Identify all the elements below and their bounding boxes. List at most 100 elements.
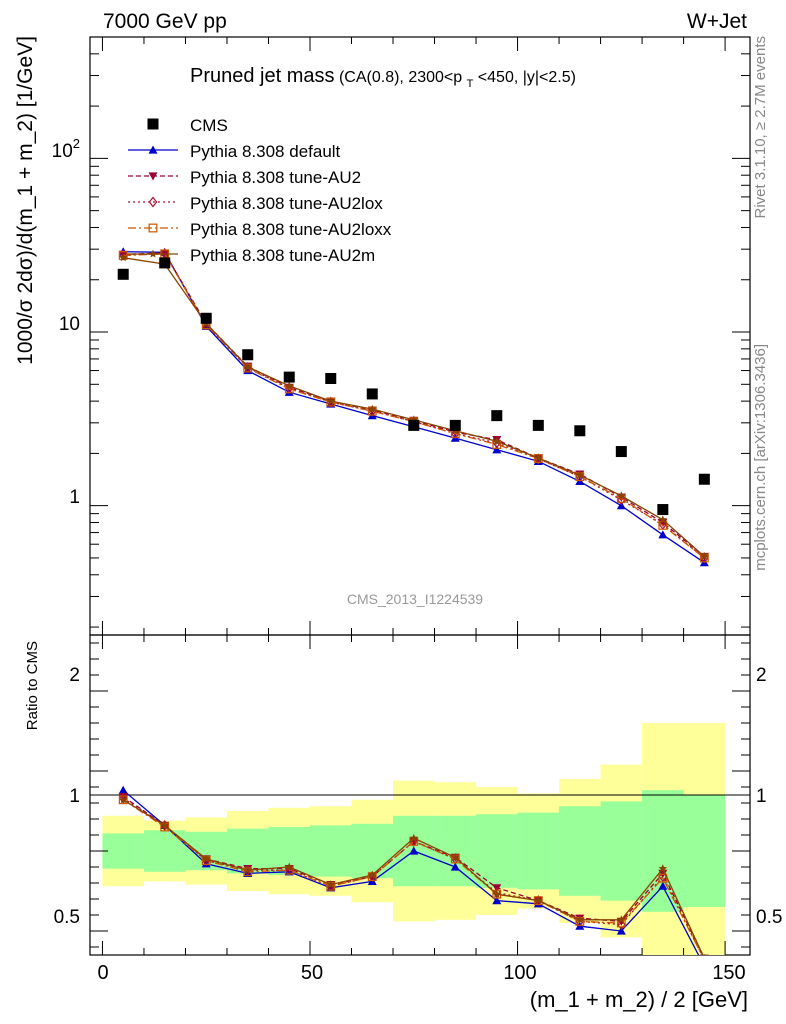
plot-title: Pruned jet mass (CA(0.8), 2300<p T <450,…: [190, 65, 576, 91]
data-point-7: [408, 419, 420, 431]
main-series-4-point-10: [534, 453, 543, 462]
data-point-4: [283, 371, 295, 383]
ratio-series-4-point-14: [703, 953, 705, 955]
ratio-band-inner-9: [476, 814, 518, 888]
main-series-4-point-13: [658, 515, 668, 524]
main-series-line-0: [123, 251, 705, 564]
ratio-series-0-point-9: [492, 896, 502, 905]
x-tick-label-150: 150: [712, 962, 745, 984]
main-series-4-point-5: [326, 396, 335, 405]
ratio-series-4-point-9: [492, 889, 502, 898]
ratio-series-4-point-2: [201, 854, 211, 863]
ratio-series-4-point-7: [409, 833, 419, 842]
data-point-10: [532, 419, 544, 431]
main-plot-frame: [89, 36, 751, 636]
main-series-4-point-11: [575, 470, 585, 479]
ratio-band-inner-5: [310, 825, 352, 877]
y-tick-label-1: 1: [69, 487, 80, 508]
process-label: W+Jet: [687, 10, 747, 33]
legend-label-series-1: Pythia 8.308 tune-AU2: [190, 168, 361, 187]
ratio-y-axis-title: Ratio to CMS: [24, 641, 41, 730]
y-tick-label-100-exp: 2: [73, 136, 80, 151]
main-series-line-4: [123, 257, 705, 557]
main-series-2-point-8: [450, 428, 460, 440]
ratio-series-4-point-0: [118, 795, 128, 804]
plot-title-sub: (CA(0.8), 2300<p: [339, 69, 462, 86]
legend-label-series-4: Pythia 8.308 tune-AU2m: [190, 246, 375, 265]
main-series-0-point-9: [492, 445, 502, 454]
ratio-y-tick-0.5-right: 0.5: [756, 907, 782, 928]
ratio-band-inner-0: [102, 833, 144, 869]
legend-marker-data: [147, 118, 159, 130]
data-point-1: [159, 257, 171, 269]
rivet-version-label: Rivet 3.1.10, ≥ 2.7M events: [752, 36, 769, 219]
x-tick-label-100: 100: [503, 962, 536, 984]
data-point-12: [615, 446, 627, 458]
data-point-11: [574, 425, 586, 437]
ratio-series-4-point-3: [243, 865, 252, 874]
x-tick-label-50: 50: [301, 962, 323, 984]
ratio-series-0-point-13: [658, 881, 668, 890]
ratio-series-0-point-12: [616, 926, 626, 935]
ratio-band-inner-10: [517, 812, 560, 890]
data-point-0: [117, 268, 129, 280]
main-series-line-1: [123, 252, 705, 558]
data-point-9: [491, 410, 503, 422]
ratio-y-tick-1-right: 1: [756, 786, 767, 807]
main-series-layer: [117, 247, 710, 567]
legend-marker-series-4: [148, 249, 158, 258]
y-tick-label-100: 102: [52, 136, 80, 162]
ratio-axis-ticks: [90, 635, 750, 955]
legend-label-series-2: Pythia 8.308 tune-AU2lox: [190, 194, 383, 213]
main-series-4-point-9: [492, 436, 502, 445]
ratio-series-0-point-8: [450, 862, 460, 871]
ratio-series-4-point-10: [534, 896, 543, 905]
y-tick-label-100-base: 10: [52, 141, 73, 162]
ratio-series-4-point-4: [285, 862, 294, 871]
data-point-2: [200, 312, 212, 324]
main-series-line-3: [123, 253, 705, 559]
ratio-series-2-point-9: [492, 887, 502, 899]
ratio-series-2-point-14: [703, 954, 705, 955]
plot-title-sub-index: T: [467, 78, 474, 90]
ratio-series-0-point-7: [409, 846, 419, 855]
legend-marker-series-3: [148, 223, 158, 233]
main-series-4-point-14: [700, 552, 709, 561]
ratio-band-inner-11: [559, 806, 601, 896]
x-axis-title: (m_1 + m_2) / 2 [GeV]: [530, 987, 748, 1012]
ratio-series-4-point-13: [658, 864, 668, 873]
ratio-series-4-point-5: [326, 880, 335, 889]
ratio-series-4-point-11: [575, 915, 585, 924]
main-series-0-point-13: [658, 530, 668, 539]
analysis-watermark: CMS_2013_I1224539: [347, 591, 483, 607]
ratio-series-3-point-14: [701, 956, 709, 964]
ratio-series-4-point-1: [160, 820, 169, 829]
legend-label-series-0: Pythia 8.308 default: [190, 142, 341, 161]
plot-title-main: Pruned jet mass: [190, 65, 335, 87]
main-series-4-point-0: [118, 253, 128, 262]
data-point-8: [449, 419, 461, 431]
ratio-y-tick-2-right: 2: [756, 665, 767, 686]
legend-label-data: CMS: [190, 116, 228, 135]
ratio-series-0-point-0: [118, 785, 128, 794]
data-point-13: [657, 504, 669, 516]
data-point-3: [242, 349, 254, 361]
data-point-14: [698, 473, 710, 485]
main-series-4-point-12: [617, 491, 626, 500]
ratio-series-2-point-0: [118, 792, 128, 804]
legend-marker-series-1: [148, 172, 158, 181]
x-tick-label-0: 0: [97, 962, 108, 984]
ratio-y-tick-2: 2: [69, 665, 80, 686]
mcplots-label: mcplots.cern.ch [arXiv:1306.3436]: [752, 344, 769, 571]
plot-title-sub-rest: <450, |y|<2.5): [478, 69, 576, 86]
legend-marker-series-2: [148, 196, 158, 208]
data-point-6: [366, 388, 378, 400]
ratio-band-inner-13: [642, 790, 684, 912]
ratio-band-inner-6: [351, 823, 394, 879]
ratio-series-4-point-12: [617, 915, 626, 924]
ratio-series-layer: [118, 785, 709, 964]
ratio-y-tick-1: 1: [69, 786, 80, 807]
ratio-series-1-point-14: [699, 954, 709, 955]
energy-label: 7000 GeV pp: [103, 10, 227, 33]
